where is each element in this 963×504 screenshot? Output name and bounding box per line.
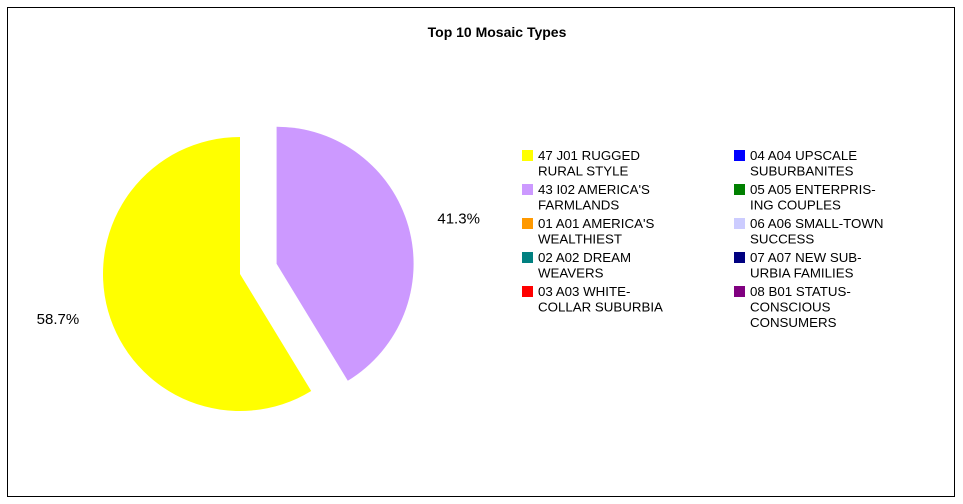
legend-swatch — [734, 286, 745, 297]
legend-swatch — [522, 150, 533, 161]
legend-label: 01 A01 AMERICA'S — [538, 216, 654, 231]
legend-label: 07 A07 NEW SUB- — [750, 250, 862, 265]
chart-frame: Top 10 Mosaic Types 41.3% 58.7% 47 J01 RU… — [7, 7, 955, 497]
legend-label: 03 A03 WHITE- — [538, 284, 630, 299]
legend-label: WEALTHIEST — [538, 232, 622, 247]
legend-swatch — [522, 286, 533, 297]
legend-label: 05 A05 ENTERPRIS- — [750, 182, 876, 197]
legend-label: 08 B01 STATUS- — [750, 284, 851, 299]
legend-swatch — [734, 150, 745, 161]
pie-slices — [102, 126, 414, 412]
legend-label: CONSCIOUS — [750, 300, 831, 315]
legend-label: SUCCESS — [750, 232, 814, 247]
legend-label: SUBURBANITES — [750, 164, 854, 179]
chart-title: Top 10 Mosaic Types — [428, 24, 567, 40]
legend-label: RURAL STYLE — [538, 164, 629, 179]
pie-value-label: 41.3% — [437, 211, 480, 228]
legend-label: 43 I02 AMERICA'S — [538, 182, 650, 197]
legend-swatch — [734, 218, 745, 229]
legend-label: ING COUPLES — [750, 198, 841, 213]
legend-swatch — [522, 252, 533, 263]
legend-swatch — [734, 252, 745, 263]
legend-label: URBIA FAMILIES — [750, 266, 854, 281]
legend-label: COLLAR SUBURBIA — [538, 300, 663, 315]
legend-item-07-a07-new-sub-urbia-families: 07 A07 NEW SUB-URBIA FAMILIES — [734, 250, 862, 281]
pie-value-labels: 41.3% 58.7% — [37, 211, 480, 328]
legend-label: 04 A04 UPSCALE — [750, 148, 857, 163]
pie-chart: Top 10 Mosaic Types 41.3% 58.7% 47 J01 RU… — [37, 24, 884, 412]
legend-label: WEAVERS — [538, 266, 604, 281]
legend-swatch — [522, 218, 533, 229]
legend-label: 47 J01 RUGGED — [538, 148, 640, 163]
legend-item-05-a05-enterpris-ing-couples: 05 A05 ENTERPRIS-ING COUPLES — [734, 182, 876, 213]
legend-label: 02 A02 DREAM — [538, 250, 631, 265]
pie-slice-47-j01-rugged-rural-style — [102, 137, 312, 412]
legend-label: FARMLANDS — [538, 198, 619, 213]
legend-swatch — [734, 184, 745, 195]
pie-value-label: 58.7% — [37, 311, 80, 328]
legend-swatch — [522, 184, 533, 195]
legend-label: CONSUMERS — [750, 315, 837, 330]
legend-label: 06 A06 SMALL-TOWN — [750, 216, 884, 231]
legend-item-03-a03-white-collar-suburbia: 03 A03 WHITE-COLLAR SUBURBIA — [522, 284, 663, 315]
pie-slice-43-i02-america-s-farmlands — [276, 126, 414, 381]
